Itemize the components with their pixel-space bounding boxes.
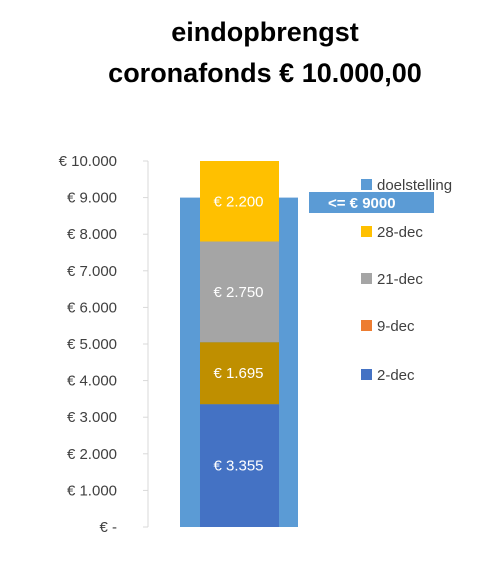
- bars: [180, 161, 298, 527]
- y-tick-label: € 10.000: [59, 153, 117, 170]
- legend: doelstelling 28-dec 21-dec 9-dec 2-dec: [361, 177, 452, 384]
- y-tick-label: € 5.000: [67, 336, 117, 353]
- y-tick-label: € 4.000: [67, 373, 117, 390]
- y-tick-label: € 2.000: [67, 446, 117, 463]
- bar-segment-9-dec: [200, 342, 279, 405]
- bar-segment-21-dec: [200, 241, 279, 343]
- data-labels: € 3.355 € 1.695 € 2.750 € 2.200: [213, 193, 263, 474]
- data-label-9-dec: € 1.695: [213, 365, 263, 382]
- y-tick-label: € 9.000: [67, 190, 117, 207]
- y-tick-label: € 8.000: [67, 226, 117, 243]
- legend-swatch-doelstelling: [361, 179, 372, 190]
- data-label-21-dec: € 2.750: [213, 284, 263, 301]
- legend-label-9-dec: 9-dec: [377, 318, 415, 335]
- y-tick-label: € -: [99, 519, 117, 536]
- legend-label-doelstelling: doelstelling: [377, 177, 452, 194]
- bar-segment-2-dec: [200, 404, 279, 527]
- legend-label-21-dec: 21-dec: [377, 271, 423, 288]
- y-tick-label: € 6.000: [67, 299, 117, 316]
- legend-swatch-2-dec: [361, 369, 372, 380]
- data-label-2-dec: € 3.355: [213, 458, 263, 475]
- y-tick-label: € 1.000: [67, 482, 117, 499]
- bar-segment-28-dec: [200, 161, 279, 242]
- data-label-28-dec: € 2.200: [213, 193, 263, 210]
- legend-label-2-dec: 2-dec: [377, 367, 415, 384]
- target-annotation-box: [309, 192, 434, 213]
- chart-title-line-2: coronafonds € 10.000,00: [108, 58, 422, 88]
- target-annotation: <= € 9000: [309, 192, 434, 213]
- legend-swatch-28-dec: [361, 226, 372, 237]
- target-annotation-text: <= € 9000: [328, 195, 396, 212]
- y-tick-label: € 7.000: [67, 263, 117, 280]
- y-axis: € - € 1.000 € 2.000 € 3.000 € 4.000 € 5.000 € …: [59, 153, 149, 536]
- legend-swatch-9-dec: [361, 320, 372, 331]
- legend-swatch-21-dec: [361, 273, 372, 284]
- chart-title-line-1: eindopbrengst: [171, 17, 359, 47]
- y-tick-label: € 3.000: [67, 409, 117, 426]
- legend-label-28-dec: 28-dec: [377, 224, 423, 241]
